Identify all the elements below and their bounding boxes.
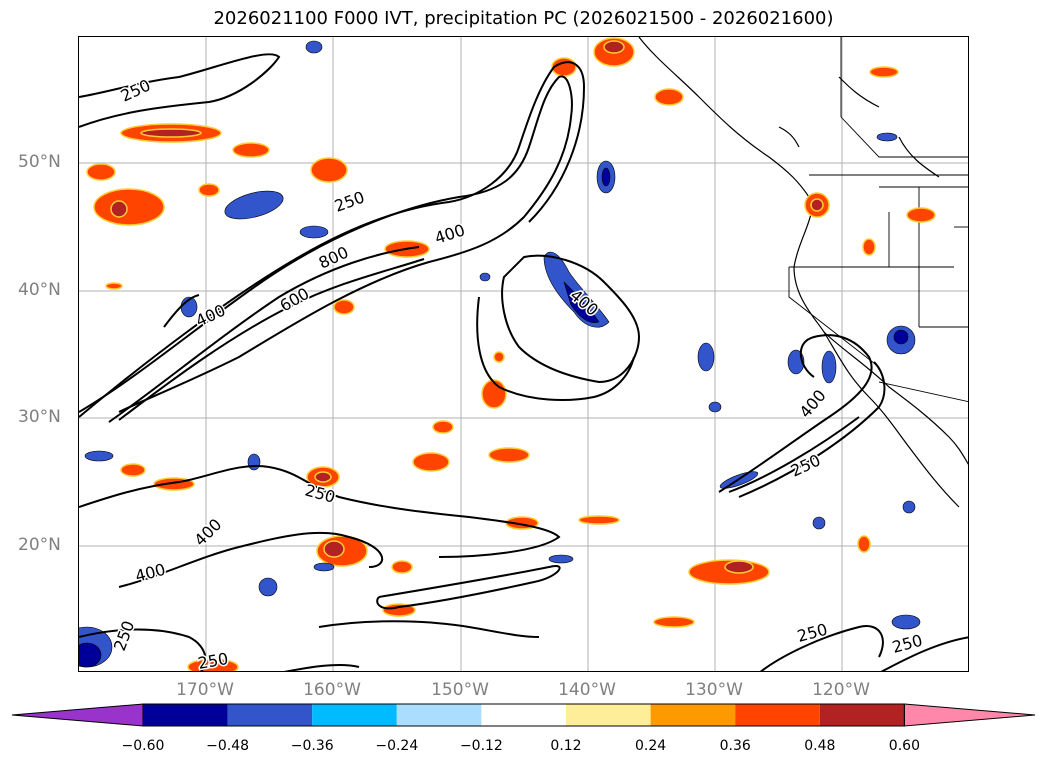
lat-label-20n: 20°N	[18, 535, 61, 555]
map-title: 2026021100 F000 IVT, precipitation PC (2…	[213, 8, 834, 29]
contour-labels: 250 250 400 600 800 400 400 400 250 250 …	[108, 74, 926, 672]
contour-label: 400	[796, 386, 830, 422]
coastline	[638, 37, 968, 508]
contour-label: 400	[432, 220, 467, 248]
colorbar-tick-label: −0.60	[121, 738, 165, 754]
colorbar-tick-label: 0.48	[804, 738, 836, 754]
map-canvas: 250 250 400 600 800 400 400 400 250 250 …	[79, 37, 968, 672]
colorbar-segment	[735, 704, 820, 726]
lon-label-170w: 170°W	[176, 680, 234, 700]
political-borders	[788, 37, 968, 403]
colorbar-tick-label: −0.36	[290, 738, 334, 754]
lon-label-160w: 160°W	[303, 680, 361, 700]
colorbar-extend-high	[903, 703, 1036, 727]
contour-label: 400	[190, 515, 225, 550]
gridlines	[79, 37, 968, 671]
colorbar-tick-label: −0.48	[206, 738, 250, 754]
lat-label-30n: 30°N	[18, 407, 61, 427]
map-panel[interactable]: 250 250 400 600 800 400 400 400 250 250 …	[78, 36, 969, 672]
lon-label-150w: 150°W	[431, 680, 489, 700]
positive-precip-areas	[86, 37, 936, 671]
ivt-contours	[79, 53, 968, 671]
colorbar-segment	[396, 704, 482, 726]
colorbar-segments	[11, 703, 1036, 727]
colorbar-segment	[819, 704, 905, 726]
colorbar-tick-label: −0.12	[459, 738, 503, 754]
colorbar-extend-low	[11, 703, 144, 727]
colorbar-tick-label: −0.24	[375, 738, 419, 754]
colorbar-border	[142, 703, 905, 727]
lon-label-130w: 130°W	[685, 680, 743, 700]
contour-label: 400	[133, 560, 167, 586]
lon-label-120w: 120°W	[812, 680, 870, 700]
colorbar-segment	[143, 704, 228, 726]
colorbar-tick-label: 0.24	[635, 738, 667, 754]
contour-label: 250	[332, 187, 367, 215]
negative-precip-areas	[79, 40, 921, 668]
colorbar-segment	[650, 704, 736, 726]
colorbar-tick-label: 0.36	[719, 738, 751, 754]
contour-label: 250	[196, 649, 229, 672]
colorbar	[11, 703, 1036, 727]
lon-label-140w: 140°W	[558, 680, 616, 700]
lat-label-50n: 50°N	[18, 152, 61, 172]
colorbar-segment	[566, 704, 651, 726]
colorbar-segment	[312, 704, 397, 726]
colorbar-tick-label: 0.60	[888, 738, 920, 754]
contour-label: 250	[110, 618, 138, 653]
colorbar-segment	[481, 704, 566, 726]
colorbar-tick-label: 0.12	[550, 738, 582, 754]
contour-label: 250	[118, 75, 154, 105]
contour-label: 250	[795, 620, 829, 646]
lat-label-40n: 40°N	[18, 280, 61, 300]
colorbar-segment	[227, 704, 313, 726]
